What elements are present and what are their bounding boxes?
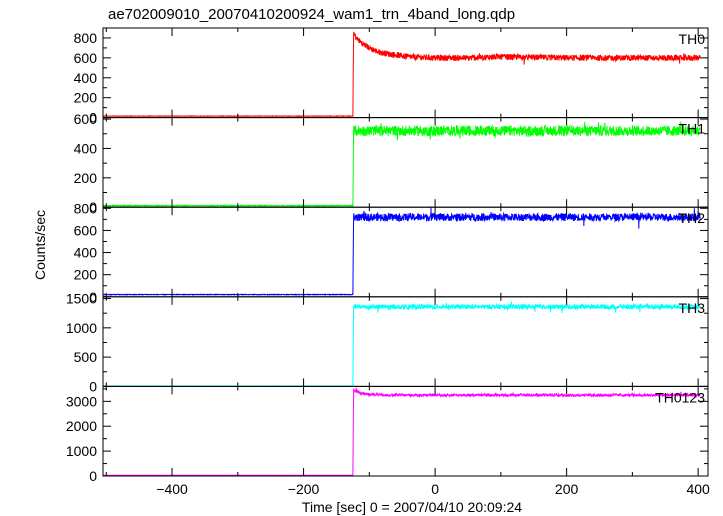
series-line-th0123 bbox=[102, 387, 701, 476]
y-tick-label: 2000 bbox=[66, 418, 97, 434]
chart-title: ae702009010_20070410200924_wam1_trn_4ban… bbox=[108, 6, 515, 23]
y-tick-label: 0 bbox=[89, 378, 97, 394]
y-tick-label: 400 bbox=[74, 140, 98, 156]
y-tick-label: 1000 bbox=[66, 320, 97, 336]
panel-frame bbox=[102, 385, 709, 477]
panel-frame bbox=[102, 206, 709, 298]
panel-frame bbox=[102, 27, 709, 119]
panel-th0: 0 200 400 600 800 TH0 bbox=[74, 27, 709, 126]
x-axis-ticks: −400 −200 0 200 400 bbox=[156, 481, 710, 497]
series-line-th2 bbox=[102, 207, 701, 297]
panel-frame bbox=[102, 296, 709, 387]
y-tick-label: 600 bbox=[74, 111, 98, 127]
y-tick-label: 0 bbox=[89, 110, 97, 126]
panel-th3: 0 500 1000 1500 TH3 bbox=[66, 291, 709, 394]
y-tick-label: 600 bbox=[74, 222, 98, 238]
panel-label-th0123: TH0123 bbox=[655, 389, 705, 405]
y-tick-label: 200 bbox=[74, 267, 98, 283]
panel-label-th3: TH3 bbox=[679, 300, 706, 316]
panel-label-th2: TH2 bbox=[679, 210, 706, 226]
series-line-th1 bbox=[102, 121, 701, 208]
y-tick-label: 200 bbox=[74, 170, 98, 186]
y-tick-label: 400 bbox=[74, 245, 98, 261]
x-tick-label: 400 bbox=[686, 481, 710, 497]
y-tick-label: 0 bbox=[89, 289, 97, 305]
x-tick-label: −400 bbox=[156, 481, 188, 497]
x-tick-label: −200 bbox=[288, 481, 320, 497]
x-tick-label: 200 bbox=[555, 481, 579, 497]
y-tick-label: 600 bbox=[74, 50, 98, 66]
panel-th0123: 0 1000 2000 3000 TH0123 bbox=[66, 385, 709, 484]
y-tick-label: 200 bbox=[74, 90, 98, 106]
panel-label-th1: TH1 bbox=[679, 121, 706, 137]
x-tick-label: 0 bbox=[431, 481, 439, 497]
y-tick-label: 1000 bbox=[66, 443, 97, 459]
y-tick-label: 3000 bbox=[66, 393, 97, 409]
y-tick-label: 800 bbox=[74, 200, 98, 216]
y-tick-label: 0 bbox=[89, 199, 97, 215]
y-tick-label: 1500 bbox=[66, 291, 97, 307]
series-line-th0 bbox=[102, 31, 701, 118]
panel-th1: 0 200 400 600 TH1 bbox=[74, 111, 709, 215]
panel-label-th0: TH0 bbox=[679, 31, 706, 47]
y-tick-label: 400 bbox=[74, 70, 98, 86]
panels-group: 0 200 400 600 800 TH0 0 200 400 600 TH1 0 200 400 600 8… bbox=[66, 27, 709, 484]
y-tick-label: 500 bbox=[74, 349, 98, 365]
x-axis-label: Time [sec] 0 = 2007/04/10 20:09:24 bbox=[302, 499, 522, 515]
series-line-th3 bbox=[102, 301, 701, 388]
y-axis-label: Counts/sec bbox=[32, 210, 48, 280]
panel-th2: 0 200 400 600 800 TH2 bbox=[74, 200, 709, 305]
y-tick-label: 800 bbox=[74, 30, 98, 46]
y-tick-label: 0 bbox=[89, 468, 97, 484]
